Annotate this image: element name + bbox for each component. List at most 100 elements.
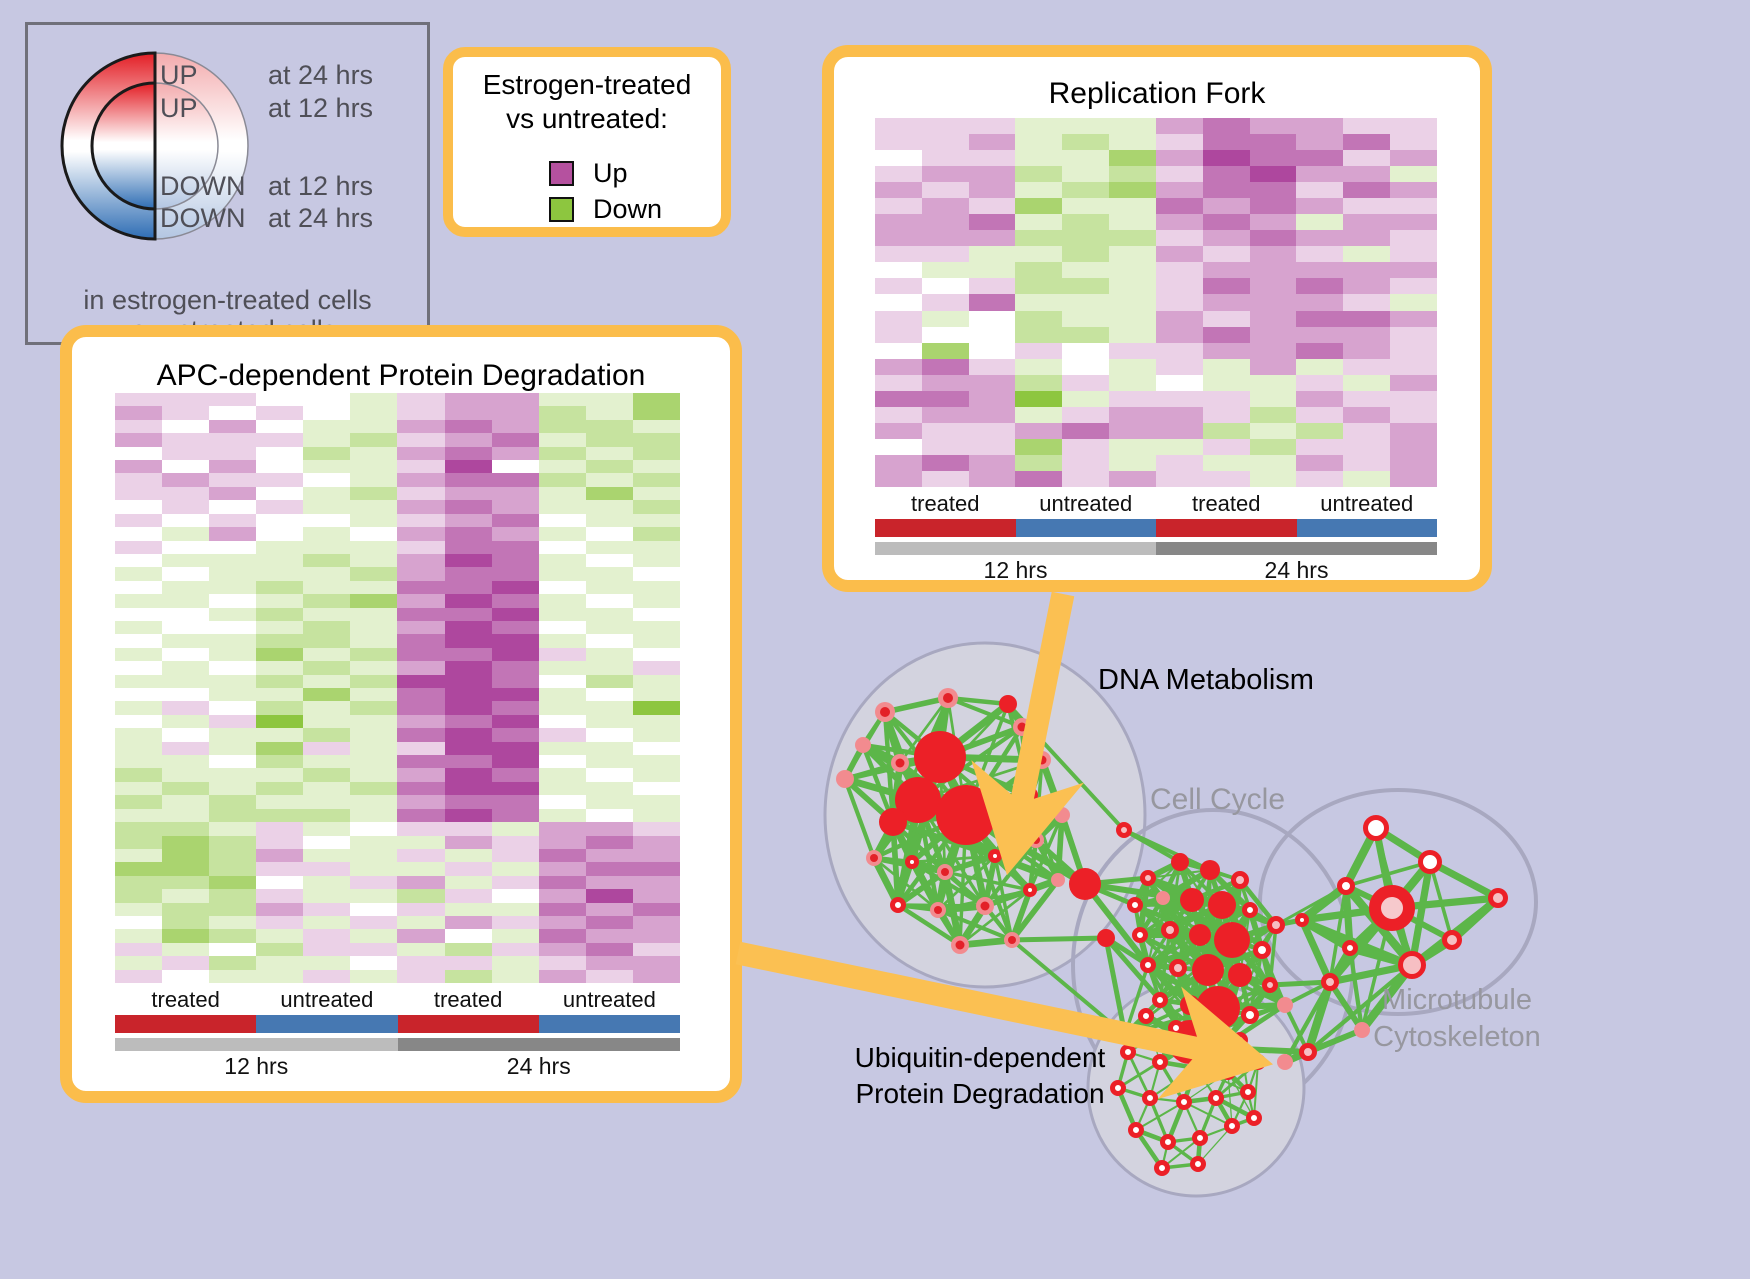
- network-edge: [964, 813, 1032, 892]
- heatmap-cell: [491, 875, 539, 890]
- heatmap-cell: [209, 835, 257, 849]
- heatmap-cell: [209, 527, 257, 541]
- heatmap-cell: [115, 647, 163, 662]
- heatmap-cell: [538, 848, 586, 863]
- network-edge: [1300, 917, 1414, 968]
- heatmap-cell: [921, 246, 969, 263]
- heatmap-cell: [397, 741, 445, 756]
- rf-time-labels: 12 hrs 24 hrs: [875, 557, 1437, 584]
- heatmap-cell: [350, 393, 398, 407]
- heatmap-cell: [538, 714, 586, 729]
- network-edge: [884, 695, 949, 715]
- node-pink-ring: [891, 754, 909, 772]
- heatmap-cell: [162, 956, 210, 970]
- heatmap-cell: [1155, 134, 1203, 151]
- network-edge: [964, 791, 1032, 819]
- heatmap-cell: [444, 755, 492, 769]
- network-edge: [1188, 1003, 1222, 1050]
- heatmap-cell: [491, 781, 539, 796]
- node-red-ring-white: [1176, 1094, 1192, 1110]
- heatmap-cell: [1155, 390, 1203, 407]
- network-edge: [939, 755, 1063, 817]
- heatmap-cell: [444, 393, 492, 407]
- network-edge: [1229, 939, 1253, 1016]
- network-edge: [1214, 1096, 1234, 1128]
- heatmap-cell: [585, 795, 633, 809]
- heatmap-cell: [585, 808, 633, 823]
- treated-label: treated: [1192, 491, 1261, 516]
- heatmap-cell: [209, 755, 257, 769]
- node-red-ring-pink: [1321, 973, 1339, 991]
- network-edge: [1020, 725, 1044, 762]
- heatmap-cell: [968, 246, 1016, 263]
- node-red-core: [870, 854, 878, 862]
- heatmap-cell: [1109, 406, 1156, 423]
- network-edge: [1189, 983, 1271, 1044]
- network-edge: [1198, 934, 1210, 971]
- network-edge: [1082, 882, 1151, 967]
- heatmap-cell: [209, 822, 257, 836]
- node-red-ring-white: [1253, 941, 1271, 959]
- heatmap-cell: [632, 620, 680, 635]
- heatmap-cell: [1062, 118, 1110, 135]
- heatmap-cell: [1109, 438, 1156, 455]
- network-edge: [1303, 980, 1335, 1054]
- heatmap-cell: [491, 822, 539, 836]
- heatmap-cell: [968, 262, 1016, 279]
- node-red-ring-white: [1363, 815, 1389, 841]
- network-edge: [1176, 967, 1222, 1049]
- heatmap-cell: [1109, 246, 1156, 263]
- heatmap-cell: [1062, 342, 1110, 359]
- network-edge: [1199, 1124, 1233, 1140]
- heatmap-cell: [1343, 198, 1391, 215]
- heatmap-cell: [1062, 310, 1110, 327]
- heatmap-cell: [1390, 390, 1437, 407]
- network-edge: [1134, 1128, 1164, 1170]
- heatmap-cell: [921, 390, 969, 407]
- network-edge: [964, 757, 1044, 818]
- heatmap-cell: [491, 929, 539, 943]
- heatmap-cell: [303, 768, 351, 782]
- heatmap-cell: [397, 808, 445, 823]
- heatmap-cell: [1343, 358, 1391, 375]
- network-edge: [1028, 876, 1060, 894]
- heatmap-cell: [444, 460, 492, 474]
- heatmap-cell: [491, 768, 539, 782]
- network-edge: [1033, 812, 1065, 843]
- node-red-ring-white: [1337, 877, 1355, 895]
- network-edge: [1205, 967, 1253, 1018]
- heatmap-cell: [397, 929, 445, 943]
- network-edge: [917, 758, 1043, 802]
- network-edge: [964, 811, 1087, 888]
- heatmap-cell: [397, 473, 445, 487]
- heatmap-cell: [1109, 182, 1156, 199]
- heatmap-cell: [1390, 342, 1437, 359]
- heatmap-cell: [444, 969, 492, 983]
- heatmap-cell: [585, 728, 633, 742]
- heatmap-cell: [162, 580, 210, 595]
- heatmap-cell: [491, 969, 539, 983]
- heatmap-cell: [1390, 118, 1437, 135]
- heatmap-cell: [209, 634, 257, 648]
- heatmap-cell: [875, 198, 922, 215]
- network-edge: [862, 742, 941, 760]
- legend-row-up-12: UP at 12 hrs: [160, 93, 373, 124]
- network-edge: [1219, 904, 1243, 976]
- node-pink: [1277, 997, 1293, 1013]
- node-solid-red: [1202, 1030, 1238, 1066]
- heatmap-cell: [491, 755, 539, 769]
- heatmap-cell: [209, 500, 257, 514]
- network-edge: [1268, 924, 1278, 986]
- heatmap-cell: [875, 310, 922, 327]
- network-edge: [1327, 946, 1353, 984]
- heatmap-cell: [350, 808, 398, 823]
- network-edge: [1238, 974, 1252, 1016]
- heatmap-cell: [968, 214, 1016, 231]
- heatmap-cell: [256, 889, 304, 903]
- heatmap-cell: [397, 674, 445, 688]
- network-edge: [915, 797, 998, 859]
- network-edge: [1104, 935, 1150, 968]
- network-edge: [1134, 895, 1164, 908]
- heatmap-cell: [303, 848, 351, 863]
- network-edge: [1275, 884, 1347, 927]
